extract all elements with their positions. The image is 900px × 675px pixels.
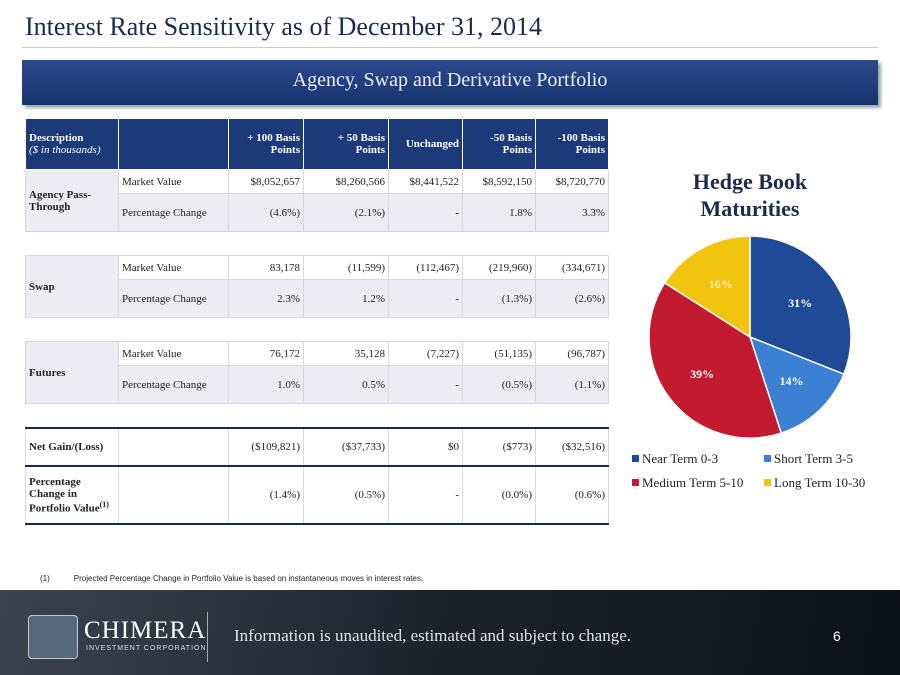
footer-bar xyxy=(0,590,900,675)
cell: (51,135) xyxy=(462,341,536,366)
total-label: Net Gain/(Loss) xyxy=(25,427,119,467)
cell: 83,178 xyxy=(228,255,304,280)
pie-slice xyxy=(749,235,852,376)
title-rule xyxy=(22,47,878,48)
column-header: Unchanged xyxy=(388,118,463,170)
group-label: Swap xyxy=(25,255,119,318)
cell: (2.1%) xyxy=(303,193,389,232)
legend-label: Short Term 3-5 xyxy=(774,451,853,466)
cell: - xyxy=(388,279,463,318)
row-label: Percentage Change xyxy=(118,193,229,232)
footnote-marker: (1) xyxy=(40,574,50,583)
legend-swatch xyxy=(632,455,639,462)
cell: (4.6%) xyxy=(228,193,304,232)
cell: 3.3% xyxy=(535,193,609,232)
header-row: Description ($ in thousands) + 100 Basis P… xyxy=(25,118,609,170)
logo-name: CHIMERA xyxy=(84,617,207,644)
cell: $0 xyxy=(388,427,463,467)
banner: Agency, Swap and Derivative Portfolio xyxy=(22,60,878,105)
legend-swatch xyxy=(764,479,771,486)
logo-subtitle: INVESTMENT CORPORATION xyxy=(86,645,207,652)
group-label: Agency Pass-Through xyxy=(25,169,119,232)
footnote-text: Projected Percentage Change in Portfolio… xyxy=(73,574,424,583)
cell: $8,441,522 xyxy=(388,169,463,194)
column-header: + 100 Basis Points xyxy=(228,118,304,170)
pie-slice xyxy=(648,281,783,439)
cell: 1.0% xyxy=(228,365,304,404)
total-row: Percentage Change in Portfolio Value(1)(… xyxy=(25,465,609,525)
cell: - xyxy=(388,365,463,404)
cell: (1.4%) xyxy=(228,465,304,525)
footnote: (1) Projected Percentage Change in Portfo… xyxy=(40,574,423,583)
header-unit: ($ in thousands) xyxy=(29,144,101,156)
chart-title: Hedge Book Maturities xyxy=(692,169,808,221)
cell: 2.3% xyxy=(228,279,304,318)
cell: (0.6%) xyxy=(535,465,609,525)
header-cell xyxy=(118,118,229,170)
legend-label: Near Term 0-3 xyxy=(642,451,718,466)
sensitivity-table: Description ($ in thousands) + 100 Basis P… xyxy=(25,118,609,525)
footer-divider xyxy=(207,612,208,662)
row-label: Market Value xyxy=(118,169,229,194)
header-description: Description xyxy=(29,132,84,144)
cell: 1.8% xyxy=(462,193,536,232)
footer-text: Information is unaudited, estimated and … xyxy=(234,626,632,645)
cell: 0.5% xyxy=(303,365,389,404)
row-label: Percentage Change xyxy=(118,365,229,404)
cell: (1.3%) xyxy=(462,279,536,318)
legend-swatch xyxy=(764,455,771,462)
cell: $8,260,566 xyxy=(303,169,389,194)
cell: - xyxy=(388,465,463,525)
cell: (219,960) xyxy=(462,255,536,280)
cell: - xyxy=(388,193,463,232)
legend-label: Long Term 10-30 xyxy=(774,475,865,490)
cell: (0.5%) xyxy=(303,465,389,525)
data-row: Futures Market Value 76,172 35,128 (7,227) (5… xyxy=(25,341,609,404)
legend-swatch xyxy=(632,479,639,486)
cell: ($109,821) xyxy=(228,427,304,467)
slice-label: 39% xyxy=(690,367,714,381)
column-header: + 50 Basis Points xyxy=(303,118,389,170)
header-cell: Description ($ in thousands) xyxy=(25,118,119,170)
row-label: Market Value xyxy=(118,341,229,366)
row-label: Percentage Change xyxy=(118,279,229,318)
cell xyxy=(118,465,229,525)
pie-slice xyxy=(663,235,751,339)
slice-label: 14% xyxy=(779,374,803,388)
slice-label: 31% xyxy=(788,296,812,310)
pie-chart: 31% 14% 39% 16% Near Term 0-3 Short Term 3-5 M… xyxy=(632,235,865,490)
slide-title: Interest Rate Sensitivity as of December… xyxy=(25,12,542,41)
logo-icon xyxy=(28,615,78,659)
cell: ($32,516) xyxy=(535,427,609,467)
cell: ($37,733) xyxy=(303,427,389,467)
legend-label: Medium Term 5-10 xyxy=(642,475,743,490)
slice-label: 16% xyxy=(709,277,733,291)
cell: (1.1%) xyxy=(535,365,609,404)
data-row: Percentage Change 1.0% 0.5% - (0.5%) (1.1%) xyxy=(26,365,609,404)
data-row: Swap Market Value 83,178 (11,599) (112,467)(… xyxy=(25,255,609,318)
cell: (2.6%) xyxy=(535,279,609,318)
cell: $8,592,150 xyxy=(462,169,536,194)
cell: (0.0%) xyxy=(462,465,536,525)
page-number: 6 xyxy=(833,628,841,644)
cell: (96,787) xyxy=(535,341,609,366)
total-note: (1) xyxy=(99,499,109,509)
column-header: -100 Basis Points xyxy=(535,118,609,170)
total-label-text: Net Gain/(Loss) xyxy=(29,441,104,453)
total-row: Net Gain/(Loss) ($109,821) ($37,733) $0 ($77… xyxy=(25,427,609,467)
data-row: Percentage Change 2.3% 1.2% - (1.3%) (2.6%) xyxy=(26,279,609,318)
total-label-text: Percentage Change in Portfolio Value xyxy=(29,475,100,515)
cell: (7,227) xyxy=(388,341,463,366)
cell: (0.5%) xyxy=(462,365,536,404)
group-label: Futures xyxy=(25,341,119,404)
data-row: Percentage Change (4.6%) (2.1%) -1.8% 3.3% xyxy=(26,193,609,232)
total-label: Percentage Change in Portfolio Value(1) xyxy=(25,465,119,525)
cell: 1.2% xyxy=(303,279,389,318)
